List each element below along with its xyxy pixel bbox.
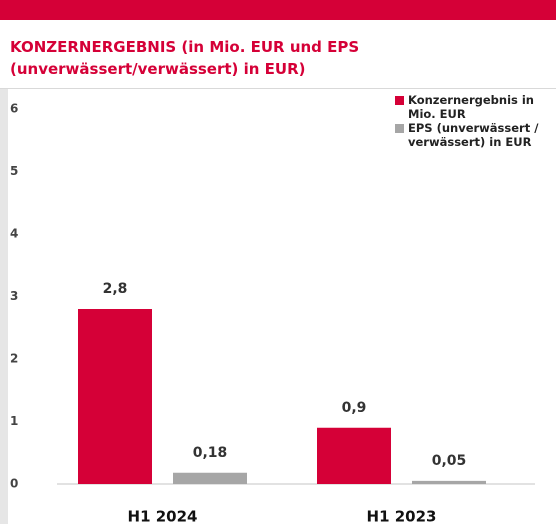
y-tick-label: 2	[10, 352, 18, 366]
bar	[173, 472, 247, 484]
bar	[317, 427, 391, 484]
divider	[0, 88, 556, 89]
value-label: 2,8	[103, 281, 128, 297]
legend-swatch	[395, 96, 404, 105]
legend-label: Konzernergebnis in Mio. EUR	[408, 93, 534, 121]
panel-edge	[0, 89, 8, 524]
value-label: 0,05	[432, 453, 467, 469]
legend-item: EPS (unverwässert / verwässert) in EUR	[395, 121, 555, 149]
legend-swatch	[395, 124, 404, 133]
value-label: 0,18	[193, 445, 228, 461]
y-tick-label: 1	[10, 414, 18, 428]
y-tick-label: 0	[10, 477, 18, 491]
y-tick-label: 6	[10, 102, 18, 116]
legend-item: Konzernergebnis in Mio. EUR	[395, 93, 555, 121]
y-tick-label: 4	[10, 227, 18, 241]
legend-label: EPS (unverwässert / verwässert) in EUR	[408, 121, 539, 149]
legend: Konzernergebnis in Mio. EUR EPS (unverwäs…	[395, 93, 555, 149]
bar	[412, 480, 486, 484]
bar	[78, 309, 152, 484]
y-tick-label: 3	[10, 289, 18, 303]
x-tick-label: H1 2023	[367, 508, 437, 524]
value-label: 0,9	[342, 400, 367, 416]
chart-title: KONZERNERGEBNIS (in Mio. EUR und EPS (un…	[10, 38, 360, 78]
y-tick-label: 5	[10, 164, 18, 178]
x-tick-label: H1 2024	[128, 508, 198, 524]
header-band	[0, 0, 556, 20]
